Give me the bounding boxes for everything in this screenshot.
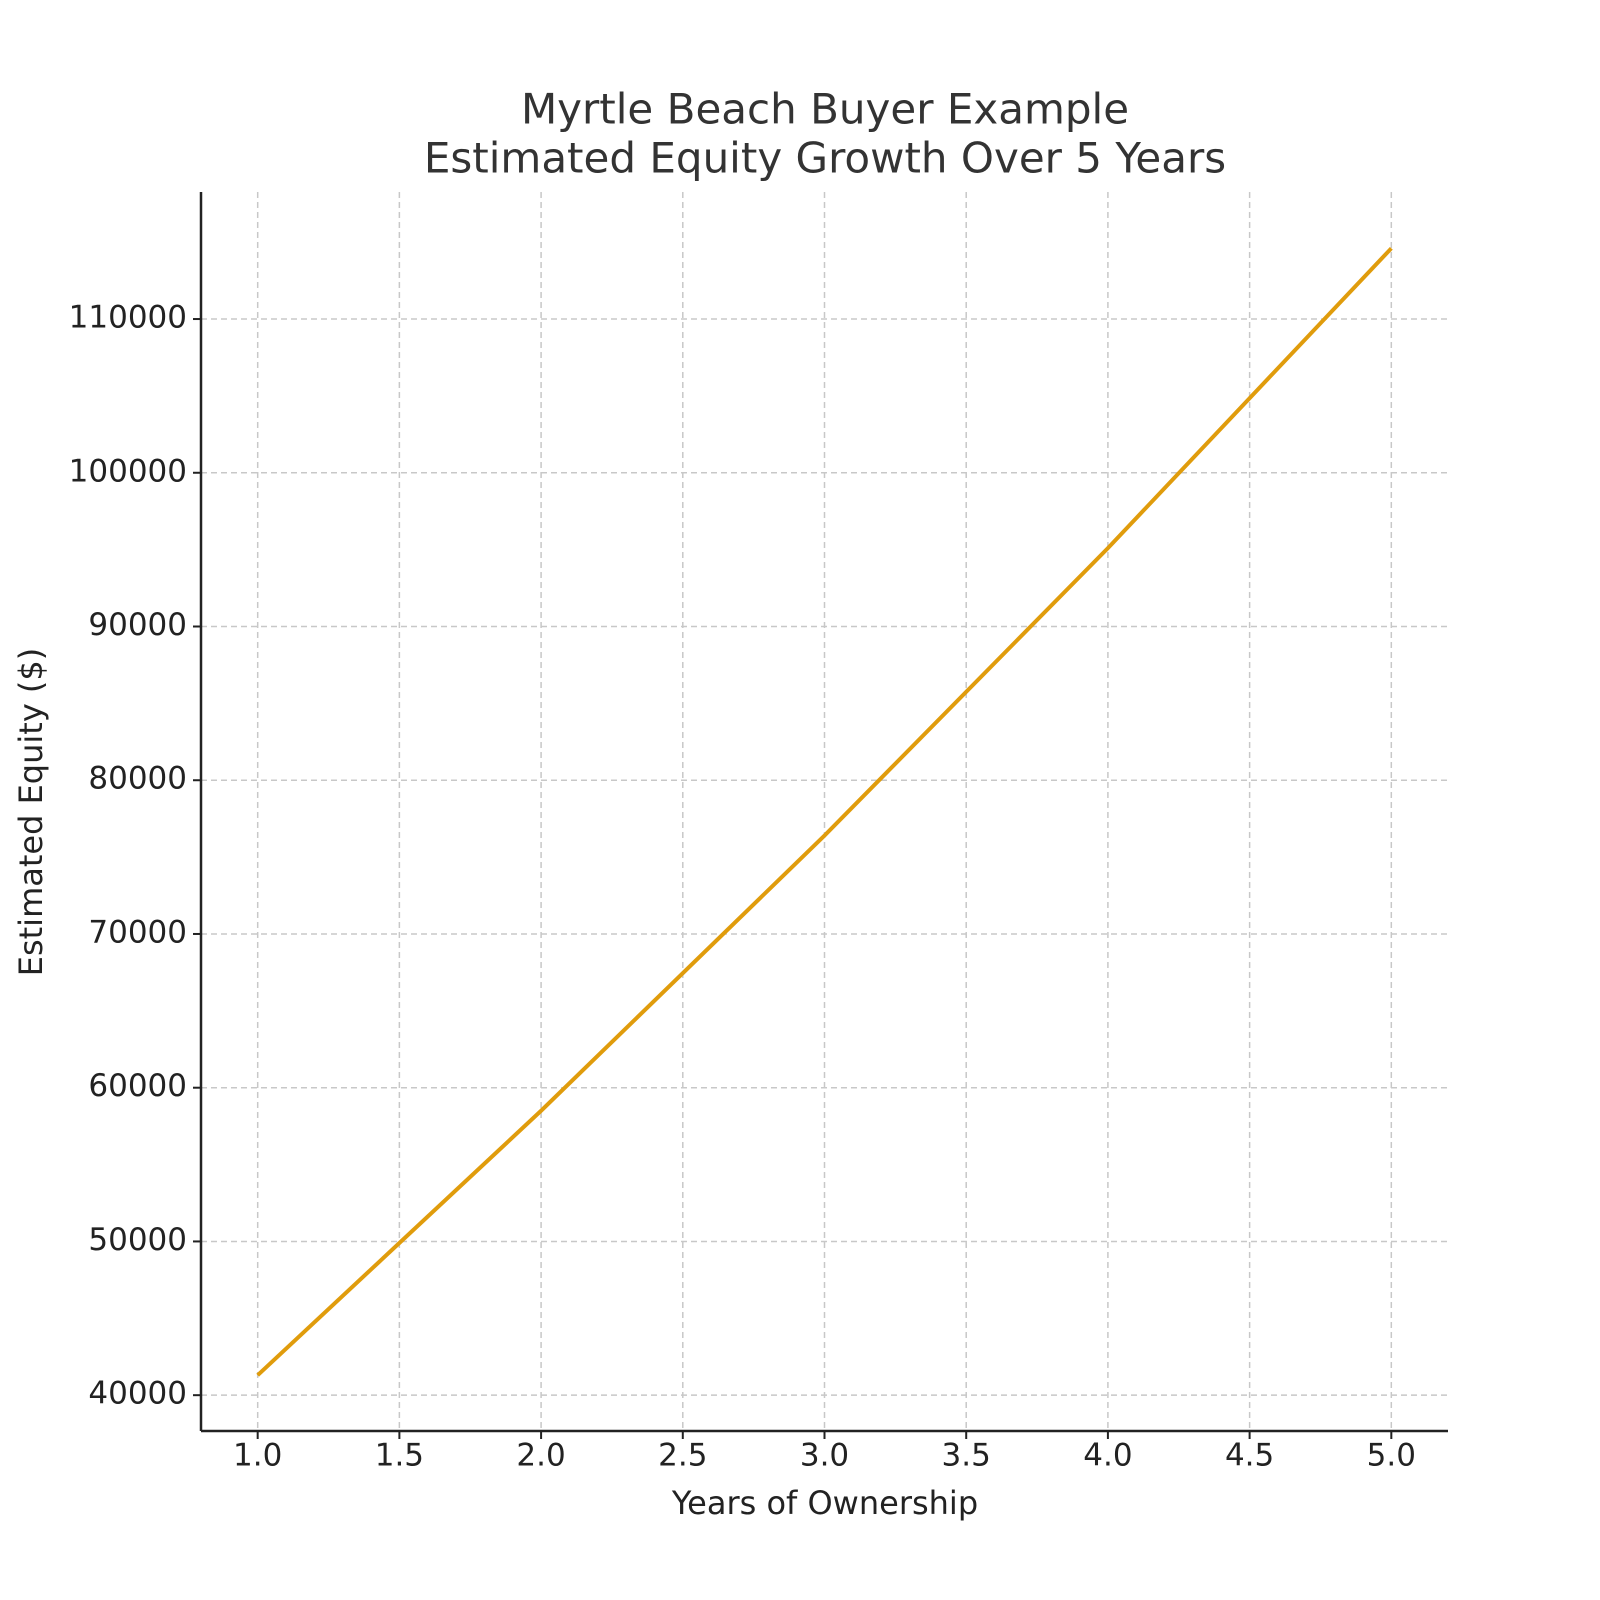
x-tick-label: 4.0 bbox=[1083, 1438, 1132, 1474]
y-tick-label: 80000 bbox=[88, 761, 187, 797]
y-tick-label: 70000 bbox=[88, 914, 187, 950]
y-tick-label: 40000 bbox=[88, 1376, 187, 1412]
y-tick-label: 110000 bbox=[69, 300, 187, 336]
x-tick-label: 3.0 bbox=[800, 1438, 849, 1474]
y-tick-label: 60000 bbox=[88, 1068, 187, 1104]
x-tick-label: 2.5 bbox=[658, 1438, 707, 1474]
x-tick-label: 1.5 bbox=[375, 1438, 424, 1474]
data-line bbox=[256, 246, 1393, 1377]
x-tick-label: 5.0 bbox=[1367, 1438, 1416, 1474]
x-tick-label: 4.5 bbox=[1225, 1438, 1274, 1474]
y-tick-label: 100000 bbox=[69, 453, 187, 489]
x-tick-label: 3.5 bbox=[942, 1438, 991, 1474]
chart-title: Myrtle Beach Buyer Example bbox=[521, 85, 1129, 134]
x-tick-label: 1.0 bbox=[233, 1438, 282, 1474]
x-tick-label: 2.0 bbox=[516, 1438, 565, 1474]
y-axis-label: Estimated Equity ($) bbox=[12, 648, 50, 977]
y-tick-label: 90000 bbox=[88, 607, 187, 643]
y-tick-label: 50000 bbox=[88, 1222, 187, 1258]
x-axis-label: Years of Ownership bbox=[671, 1484, 978, 1522]
chart-subtitle: Estimated Equity Growth Over 5 Years bbox=[424, 134, 1226, 183]
